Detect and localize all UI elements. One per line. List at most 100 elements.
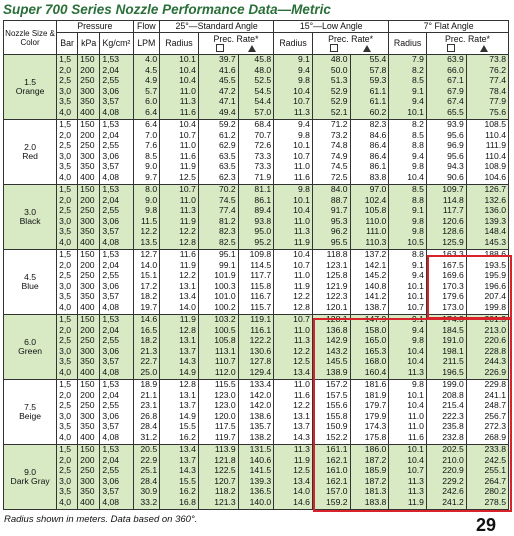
flat-prec-square-value: 173.0 [442, 301, 464, 312]
kgcm2-value: 3,57 [102, 96, 120, 107]
low-prec-square-value: 50.0 [330, 64, 348, 75]
flat-radius-value: 9.4 [411, 270, 424, 281]
low-prec-square-value: 157.0 [326, 486, 348, 497]
std-prec-triangle-value: 73.3 [254, 161, 272, 172]
low-prec-square-value: 161.0 [326, 465, 348, 476]
low-prec-square-value: 52.9 [330, 85, 348, 96]
lpm-value: 23.1 [140, 400, 158, 411]
bar-value: 2,5 [59, 205, 72, 216]
std-prec-square-value: 82.5 [218, 236, 236, 247]
flat-prec-triangle-value: 268.9 [484, 431, 506, 442]
low-radius-value: 10.1 [293, 194, 310, 205]
std-prec-triangle-value: 109.8 [249, 249, 272, 259]
low-prec-square-value: 84.0 [330, 184, 348, 194]
std-prec-square-value: 112.0 [214, 366, 236, 377]
lpm-cell: 14.6 16.5 18.2 21.3 22.7 25.0 [132, 314, 161, 380]
nozzle-size: 1.5 [24, 77, 37, 88]
nozzle-color: Orange [15, 86, 45, 96]
flat-prec-triangle-cell: 233.8 242.5 255.1 264.7 280.2 278.5 [465, 444, 510, 510]
flat-radius-value: 11.3 [407, 366, 424, 377]
std-prec-triangle-cell: 109.8 114.5 117.7 115.8 116.7 115.7 [237, 249, 275, 315]
lpm-value: 17.2 [140, 280, 158, 291]
low-prec-rate-header: Prec. Rate* [311, 32, 390, 55]
flat-prec-square-cell: 109.7 114.8 117.7 120.6 128.6 125.9 [425, 184, 467, 250]
std-prec-square-value: 62.9 [218, 140, 236, 151]
std-radius-value: 12.8 [179, 324, 196, 335]
kpa-value: 150 [80, 54, 95, 64]
kgcm2-value: 4,08 [102, 366, 120, 377]
kgcm2-value: 1,53 [102, 379, 120, 389]
low-prec-triangle-value: 97.0 [369, 184, 387, 194]
low-prec-triangle-value: 59.3 [369, 75, 387, 86]
flat-prec-square-value: 174.3 [442, 314, 464, 324]
kgcm2-value: 3,06 [102, 280, 120, 291]
kpa-cell: 150 200 250 300 350 400 [77, 54, 101, 120]
std-radius-value: 13.1 [179, 280, 196, 291]
low-radius-value: 9.4 [297, 119, 310, 129]
flat-radius-value: 11.0 [407, 421, 424, 432]
std-prec-square-value: 100.5 [214, 324, 236, 335]
flat-prec-triangle-cell: 126.7 132.6 136.0 139.3 148.4 145.3 [465, 184, 510, 250]
flat-prec-triangle-value: 126.7 [484, 184, 506, 194]
low-radius-value: 12.2 [293, 400, 310, 411]
nozzle-size-color-header: Nozzle Size & Color [2, 20, 58, 55]
std-radius-value: 14.0 [179, 301, 196, 312]
low-prec-triangle-value: 137.2 [364, 249, 387, 259]
kpa-value: 200 [80, 389, 95, 400]
flat-prec-square-value: 125.9 [442, 236, 464, 247]
flat-radius-value: 10.4 [407, 356, 424, 367]
lpm-value: 21.3 [140, 345, 158, 356]
nozzle-size: 4.5 [24, 272, 37, 283]
bar-value: 3,5 [59, 486, 72, 497]
bar-value: 3,5 [59, 226, 72, 237]
kpa-cell: 150 200 250 300 350 400 [77, 119, 101, 185]
bar-value: 4,0 [59, 236, 72, 247]
flat-radius-cell: 8.2 8.5 8.8 9.4 9.8 10.4 [388, 119, 427, 185]
kgcm2-cell: 1,53 2,04 2,55 3,06 3,57 4,08 [99, 54, 134, 120]
low-prec-square-value: 143.2 [326, 345, 348, 356]
bar-value: 2,5 [59, 75, 72, 86]
kpa-cell: 150 200 250 300 350 400 [77, 249, 101, 315]
bar-value: 2,5 [59, 465, 72, 476]
low-radius-value: 11.0 [293, 379, 310, 389]
lpm-value: 15.1 [140, 270, 158, 281]
lpm-value: 31.2 [140, 431, 158, 442]
low-prec-triangle-value: 82.3 [369, 119, 387, 129]
bar-cell: 1,5 2,0 2,5 3,0 3,5 4,0 [56, 54, 79, 120]
flat-prec-triangle-value: 241.1 [484, 389, 506, 400]
low-radius-cell: 9.8 10.1 10.4 11.0 11.3 11.9 [273, 184, 313, 250]
kpa-value: 200 [80, 324, 95, 335]
flat-prec-square-value: 90.6 [447, 171, 464, 182]
lpm-cell: 12.7 14.0 15.1 17.2 18.2 19.7 [132, 249, 161, 315]
std-radius-value: 11.0 [179, 194, 196, 205]
flat-radius-value: 8.8 [411, 194, 424, 205]
low-radius-cell: 11.3 11.9 12.5 13.4 14.0 14.6 [273, 444, 313, 510]
low-prec-triangle-cell: 181.6 181.9 179.7 179.9 174.3 175.8 [349, 379, 390, 445]
low-prec-square-value: 74.8 [330, 140, 348, 151]
low-prec-triangle-value: 86.4 [369, 150, 387, 161]
low-prec-square-value: 145.5 [326, 356, 348, 367]
bar-value: 4,0 [59, 496, 72, 507]
bar-value: 3,0 [59, 85, 72, 96]
kgcm2-value: 3,57 [102, 291, 120, 302]
std-prec-square-value: 62.3 [218, 171, 236, 182]
std-radius-value: 11.3 [179, 96, 196, 107]
nozzle-label: 4.5 Blue [2, 249, 58, 315]
bar-value: 1,5 [59, 249, 72, 259]
flat-prec-triangle-value: 110.4 [485, 150, 506, 161]
std-prec-square-value: 61.2 [218, 129, 236, 140]
flat-prec-triangle-value: 264.7 [484, 475, 506, 486]
low-prec-triangle-cell: 55.4 57.8 59.3 61.1 61.1 60.2 [349, 54, 390, 120]
low-radius-value: 14.3 [293, 431, 310, 442]
kpa-value: 250 [80, 335, 95, 346]
flat-prec-triangle-value: 111.9 [485, 140, 506, 151]
std-prec-square-value: 122.5 [214, 465, 236, 476]
std-prec-square-value: 41.6 [218, 64, 236, 75]
low-radius-value: 14.6 [293, 496, 310, 507]
square-spacing-icon [215, 44, 224, 53]
bar-value: 3,0 [59, 215, 72, 226]
flat-prec-triangle-value: 280.2 [484, 486, 506, 497]
std-prec-triangle-value: 81.1 [254, 184, 272, 194]
lpm-value: 7.0 [145, 129, 158, 140]
low-prec-square-value: 74.5 [330, 161, 348, 172]
